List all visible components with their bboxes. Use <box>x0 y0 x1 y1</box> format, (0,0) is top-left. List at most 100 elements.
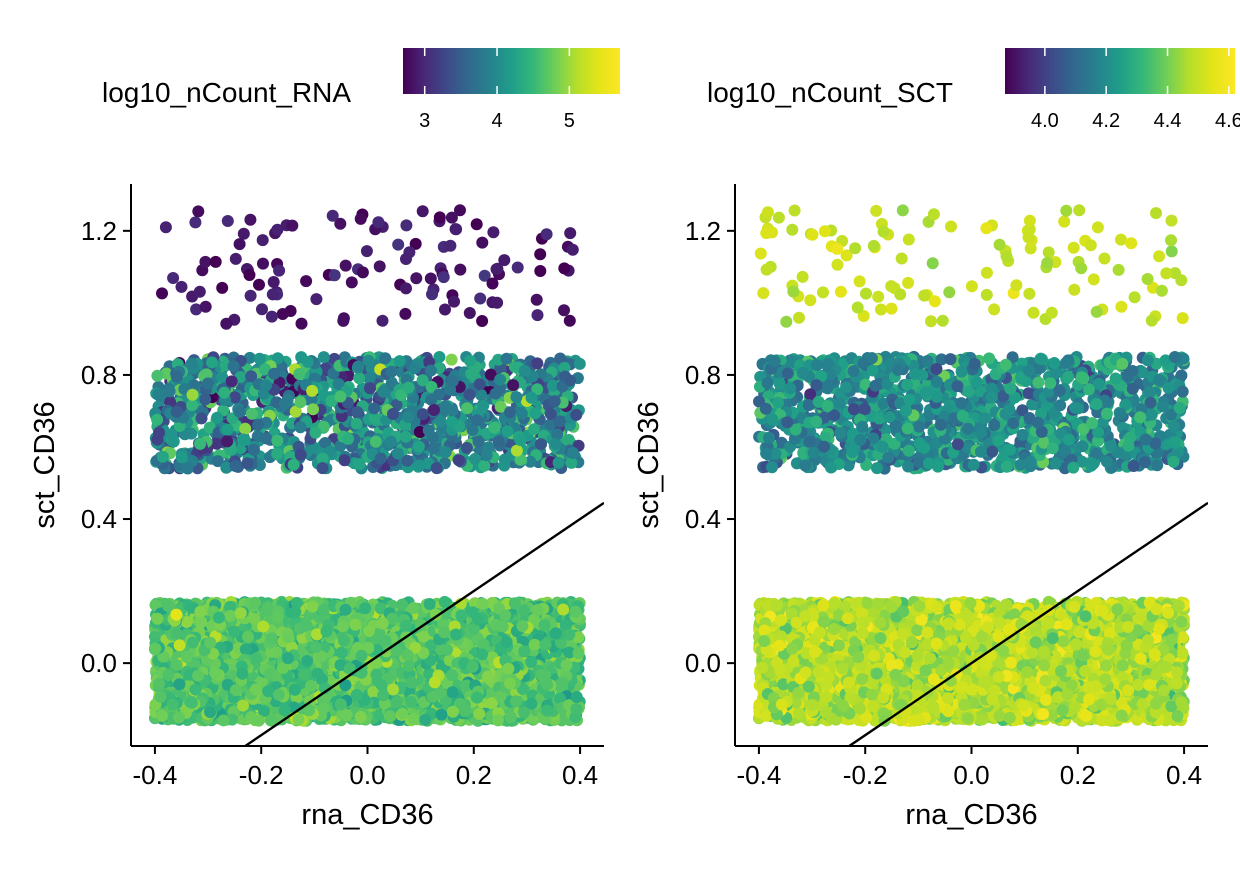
data-point <box>239 423 251 435</box>
data-point <box>450 223 462 235</box>
data-point <box>564 375 576 387</box>
data-point <box>211 412 223 424</box>
data-point <box>218 387 230 399</box>
colorbar-tick-label: 5 <box>564 110 575 132</box>
data-point <box>361 245 373 257</box>
data-point <box>400 282 412 294</box>
data-point <box>545 408 557 420</box>
data-point <box>295 449 307 461</box>
data-point <box>512 262 524 274</box>
data-point <box>294 396 306 408</box>
data-point <box>260 379 272 391</box>
data-point <box>558 262 570 274</box>
data-point <box>310 293 322 305</box>
data-point <box>487 278 499 290</box>
data-point <box>434 415 446 427</box>
data-point <box>230 253 242 265</box>
colorbar-tick-label: 4 <box>491 110 502 132</box>
data-point <box>477 400 489 412</box>
data-point <box>222 215 234 227</box>
data-point <box>532 309 544 321</box>
data-point <box>357 266 369 278</box>
data-point <box>447 375 459 387</box>
data-point <box>501 353 513 365</box>
data-point <box>288 459 300 471</box>
data-point <box>471 414 483 426</box>
data-point <box>286 220 298 232</box>
data-point <box>279 398 291 410</box>
data-point <box>464 307 476 319</box>
data-point <box>507 379 519 391</box>
data-point <box>222 424 234 436</box>
data-point <box>534 265 546 277</box>
data-point <box>254 353 266 365</box>
data-point <box>400 431 412 443</box>
data-point <box>453 454 465 466</box>
data-point <box>400 253 412 265</box>
data-point <box>413 441 425 453</box>
data-point <box>413 460 425 472</box>
data-point <box>271 224 283 236</box>
data-point <box>534 248 546 260</box>
data-point <box>241 457 253 469</box>
data-point <box>152 389 164 401</box>
data-point <box>370 436 382 448</box>
data-point <box>493 435 505 447</box>
data-point <box>529 407 541 419</box>
data-point <box>474 378 486 390</box>
data-point <box>256 303 268 315</box>
data-point <box>300 275 312 287</box>
data-point <box>400 219 412 231</box>
data-point <box>446 354 458 366</box>
data-point <box>186 399 198 411</box>
data-point <box>199 256 211 268</box>
data-point <box>353 372 365 384</box>
colorbar-tick-label: 3 <box>419 110 430 132</box>
data-point <box>176 281 188 293</box>
data-point <box>364 382 376 394</box>
data-point <box>446 405 458 417</box>
data-point <box>182 463 194 475</box>
data-point <box>206 356 218 368</box>
data-point <box>246 408 258 420</box>
data-point <box>567 244 579 256</box>
data-point <box>340 260 352 272</box>
data-point <box>409 362 421 374</box>
data-point <box>307 403 319 415</box>
data-point <box>329 269 341 281</box>
data-point <box>194 286 206 298</box>
data-point <box>428 404 440 416</box>
data-point <box>488 422 500 434</box>
data-point <box>187 389 199 401</box>
data-point <box>403 382 415 394</box>
data-point <box>431 462 443 474</box>
data-point <box>379 352 391 364</box>
data-point <box>234 406 246 418</box>
data-point <box>444 240 456 252</box>
data-point <box>228 360 240 372</box>
data-point <box>448 296 460 308</box>
data-point <box>306 385 318 397</box>
data-point <box>171 371 183 383</box>
data-point <box>339 454 351 466</box>
data-point <box>189 216 201 228</box>
data-point <box>434 211 446 223</box>
data-point <box>194 438 206 450</box>
data-point <box>553 457 565 469</box>
data-point <box>216 282 228 294</box>
data-point <box>425 365 437 377</box>
data-point <box>186 358 198 370</box>
data-point <box>167 272 179 284</box>
data-point <box>211 438 223 450</box>
data-point <box>377 315 389 327</box>
data-point <box>318 351 330 363</box>
data-point <box>514 434 526 446</box>
data-point <box>372 216 384 228</box>
data-point <box>253 279 265 291</box>
data-point <box>277 308 289 320</box>
data-point <box>153 427 165 439</box>
data-point <box>476 237 488 249</box>
data-point <box>266 311 278 323</box>
